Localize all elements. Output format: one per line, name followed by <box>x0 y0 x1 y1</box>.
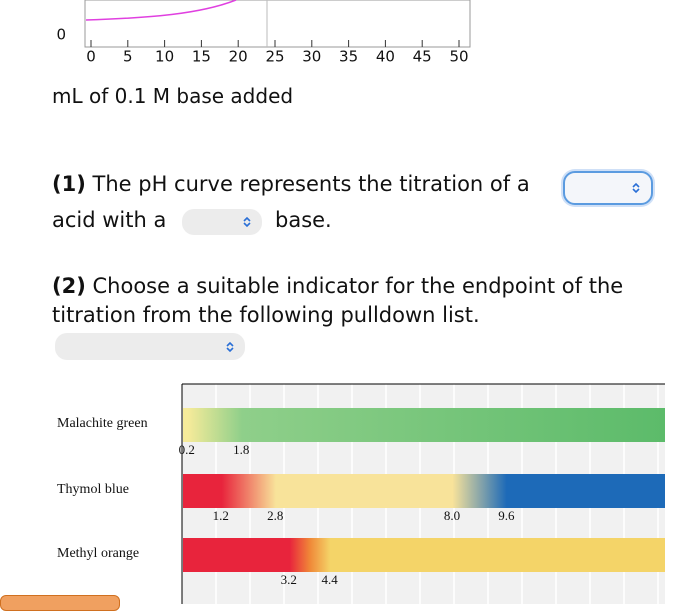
chevron-icon <box>226 341 234 352</box>
x-tick-label: 45 <box>413 48 432 66</box>
x-tick-label: 50 <box>449 48 468 66</box>
color-bar <box>183 538 665 572</box>
transition-label: 4.4 <box>321 572 338 587</box>
question-text: base. <box>275 208 332 232</box>
x-tick-label: 35 <box>339 48 358 66</box>
transition-label: 2.8 <box>267 508 283 523</box>
y-tick-label: 0 <box>56 26 66 44</box>
indicator-select[interactable] <box>55 333 245 360</box>
x-tick-label: 30 <box>302 48 321 66</box>
chevron-icon <box>632 182 640 194</box>
chevron-icon <box>243 216 251 228</box>
x-tick-label: 0 <box>86 48 96 66</box>
indicator-chart: Malachite green 0.2 1.8 Thymol blue 1.2 2.8 8.… <box>57 383 665 604</box>
bottom-tab <box>0 595 120 611</box>
base-type-select[interactable] <box>182 209 262 235</box>
transition-label: 3.2 <box>281 572 297 587</box>
transition-label: 0.2 <box>179 442 195 457</box>
x-tick-label: 20 <box>229 48 248 66</box>
acid-type-select[interactable] <box>563 171 653 205</box>
titration-plot: 0 5 10 15 20 25 30 35 40 45 50 0 <box>56 0 471 66</box>
ph-curve <box>85 0 237 21</box>
transition-label: 8.0 <box>444 508 460 523</box>
plot-frame <box>84 0 471 48</box>
question-1-line: (1) The pH curve represents the titratio… <box>52 172 530 196</box>
color-bar <box>183 408 665 442</box>
x-tick-label: 5 <box>123 48 133 66</box>
color-bar <box>183 474 665 508</box>
question-number: (1) <box>52 172 86 196</box>
x-tick-label: 15 <box>192 48 211 66</box>
indicator-name: Malachite green <box>57 416 148 431</box>
question-number: (2) <box>52 274 86 298</box>
x-axis-label: mL of 0.1 M base added <box>52 84 294 108</box>
question-text: Choose a suitable indicator for the endp… <box>52 274 624 327</box>
transition-label: 1.8 <box>233 442 249 457</box>
transition-label: 1.2 <box>213 508 229 523</box>
indicator-name: Thymol blue <box>57 482 129 497</box>
indicator-name: Methyl orange <box>57 546 139 561</box>
x-tick-label: 10 <box>155 48 174 66</box>
transition-label: 9.6 <box>498 508 515 523</box>
x-tick-label: 40 <box>376 48 395 66</box>
question-text: acid with a <box>52 208 167 232</box>
question-2: (2) Choose a suitable indicator for the … <box>52 272 662 330</box>
x-tick-label: 25 <box>265 48 284 66</box>
question-text: The pH curve represents the titration of… <box>92 172 530 196</box>
